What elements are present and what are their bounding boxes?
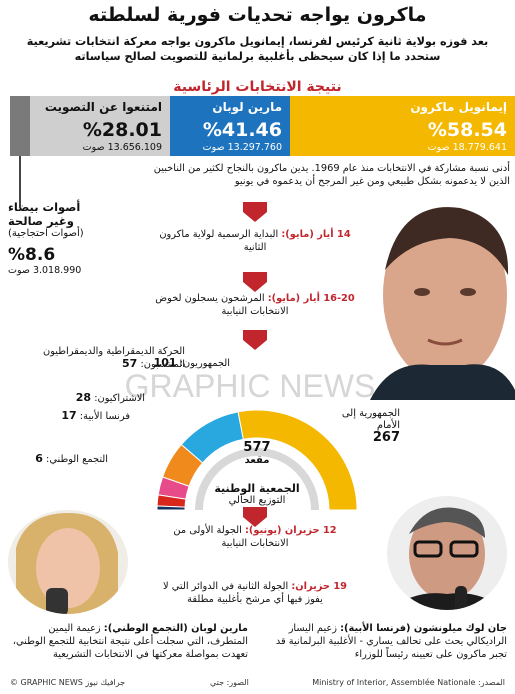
party-label-modem: الحركة الديمقراطية والديمقراطيون المنتسب… xyxy=(30,346,185,371)
party-name-lfi: فرنسا الأبية: xyxy=(79,411,130,422)
subtitle: بعد فوزه بولاية ثانية كرئيس لفرنسا، إيما… xyxy=(26,35,489,63)
bio-lepen-name: مارين لوبان (التجمع الوطني): xyxy=(103,623,248,634)
timeline-date-3: 12 حزيران (يونيو): xyxy=(244,525,337,536)
assembly-sub: التوزيع الحالي xyxy=(228,495,286,506)
result-abstain-name: امتنعوا عن التصويت xyxy=(44,100,162,114)
assembly-total: 577 مقعد xyxy=(222,440,292,466)
blank-title: أصوات بيضاء وغير صالحة xyxy=(8,200,81,228)
party-name-lrem: الجمهورية إلى الأمام xyxy=(341,408,400,431)
party-seats-modem: 57 xyxy=(122,357,138,370)
bio-melenchon: جان لوك ميلونشون (فرنسا الأبية): زعيم ال… xyxy=(265,622,507,661)
party-name-modem: الحركة الديمقراطية والديمقراطيون المنتسب… xyxy=(43,346,185,370)
party-label-lr: الجمهوريون: 101 xyxy=(120,357,230,370)
timeline-item-2: 16-20 أيار (مايو): المرشحون يسجلون لخوض … xyxy=(150,292,360,318)
timeline-item-4: 19 حزيران: الجولة الثانية في الدوائر الت… xyxy=(160,580,350,606)
timeline-arrow-2 xyxy=(243,272,267,292)
party-seats-rn: 6 xyxy=(35,452,43,465)
party-label-ps: الاشتراكيون: 28 xyxy=(45,392,145,405)
timeline-date-4: 19 حزيران: xyxy=(291,581,347,592)
results-heading: نتيجة الانتخابات الرئاسية xyxy=(173,79,342,95)
melenchon-photo xyxy=(387,496,507,610)
assembly-total-label: مقعد xyxy=(244,455,270,466)
result-macron-pct: %58.54 xyxy=(427,119,507,141)
timeline-date-1: 14 أيار (مايو): xyxy=(281,229,351,240)
footer-credit: © GRAPHIC NEWS جرافيك نيوز xyxy=(10,678,126,687)
page-title: ماكرون يواجه تحديات فورية لسلطته xyxy=(88,4,427,26)
timeline-text-1: البداية الرسمية لولاية ماكرون الثانية xyxy=(159,229,279,253)
result-abstain: امتنعوا عن التصويت %28.01 13.656.109 صوت xyxy=(30,96,170,156)
timeline-item-1: 14 أيار (مايو): البداية الرسمية لولاية م… xyxy=(150,228,360,254)
footer-photos: الصور: جتي xyxy=(210,678,249,687)
macron-photo xyxy=(370,200,515,400)
bio-melenchon-name: جان لوك ميلونشون (فرنسا الأبية): xyxy=(340,623,507,634)
result-lepen: مارين لوبان %41.46 13.297.760 صوت xyxy=(170,96,290,156)
party-label-lrem: الجمهورية إلى الأمام 267 xyxy=(320,408,400,444)
party-label-lfi: فرنسا الأبية: 17 xyxy=(30,410,130,423)
timeline-text-3: الجولة الأولى من الانتخابات النيابية xyxy=(173,525,289,549)
timeline-text-2: المرشحون يسجلون لخوض الانتخابات النيابية xyxy=(155,293,289,317)
party-name-rn: التجمع الوطني: xyxy=(46,454,108,465)
party-seats-lr: 101 xyxy=(153,356,177,369)
timeline-arrow-3 xyxy=(243,330,267,350)
result-lepen-name: مارين لوبان xyxy=(212,100,282,114)
bio-melenchon-text: زعيم اليسار الراديكالي يحث على تحالف يسا… xyxy=(275,623,507,660)
result-lepen-pct: %41.46 xyxy=(202,119,282,141)
blank-subtitle: (أصوات احتجاجية) xyxy=(8,228,84,239)
result-abstain-pct: %28.01 xyxy=(82,119,162,141)
party-name-ps: الاشتراكيون: xyxy=(94,393,145,404)
result-abstain-votes: 13.656.109 صوت xyxy=(82,142,162,153)
blank-pct: %8.6 xyxy=(8,245,56,265)
party-name-lr: الجمهوريون: xyxy=(179,358,230,369)
assembly-inner-ring xyxy=(195,448,319,511)
blank-votes: 3.018.990 صوت xyxy=(8,265,82,276)
lepen-photo xyxy=(8,510,128,614)
timeline-date-2: 16-20 أيار (مايو): xyxy=(267,293,355,304)
result-macron-name: إيمانويل ماكرون xyxy=(410,100,507,114)
timeline-arrows xyxy=(243,202,267,527)
assembly-segment-rn xyxy=(156,505,186,511)
assembly-total-seats: 577 xyxy=(243,440,271,455)
party-seats-ps: 28 xyxy=(75,391,92,404)
bio-lepen-text: زعيمة اليمين المتطرف، التي سجلت أعلى نتي… xyxy=(12,623,248,660)
assembly-name: الجمعية الوطنية xyxy=(214,482,300,495)
timeline-arrow-1 xyxy=(243,202,267,222)
timeline-text-4: الجولة الثانية في الدوائر التي لا يفوز ف… xyxy=(163,581,323,605)
assembly-chart xyxy=(156,409,358,511)
blank-connector xyxy=(19,156,21,208)
party-seats-lfi: 17 xyxy=(61,409,77,422)
result-blank-bar xyxy=(10,96,30,156)
bio-lepen: مارين لوبان (التجمع الوطني): زعيمة اليمي… xyxy=(8,622,248,661)
party-label-rn: التجمع الوطني: 6 xyxy=(8,453,108,466)
assembly-caption: الجمعية الوطنية التوزيع الحالي xyxy=(190,482,324,506)
footer-source: المصدر: Ministry of Interior, Assemblée … xyxy=(312,678,505,687)
result-macron: إيمانويل ماكرون %58.54 18.779.641 صوت xyxy=(290,96,515,156)
watermark: GRAPHIC NEWS xyxy=(124,368,376,404)
timeline-arrow-4 xyxy=(243,507,267,527)
result-macron-votes: 18.779.641 صوت xyxy=(427,142,507,153)
timeline-item-3: 12 حزيران (يونيو): الجولة الأولى من الان… xyxy=(170,524,340,550)
party-seats-lrem: 267 xyxy=(372,430,400,445)
turnout-note: أدنى نسبة مشاركة في الانتخابات منذ عام 1… xyxy=(153,163,510,187)
result-lepen-votes: 13.297.760 صوت xyxy=(202,142,282,153)
blank-votes-box: أصوات بيضاء وغير صالحة (أصوات احتجاجية) … xyxy=(8,200,108,276)
